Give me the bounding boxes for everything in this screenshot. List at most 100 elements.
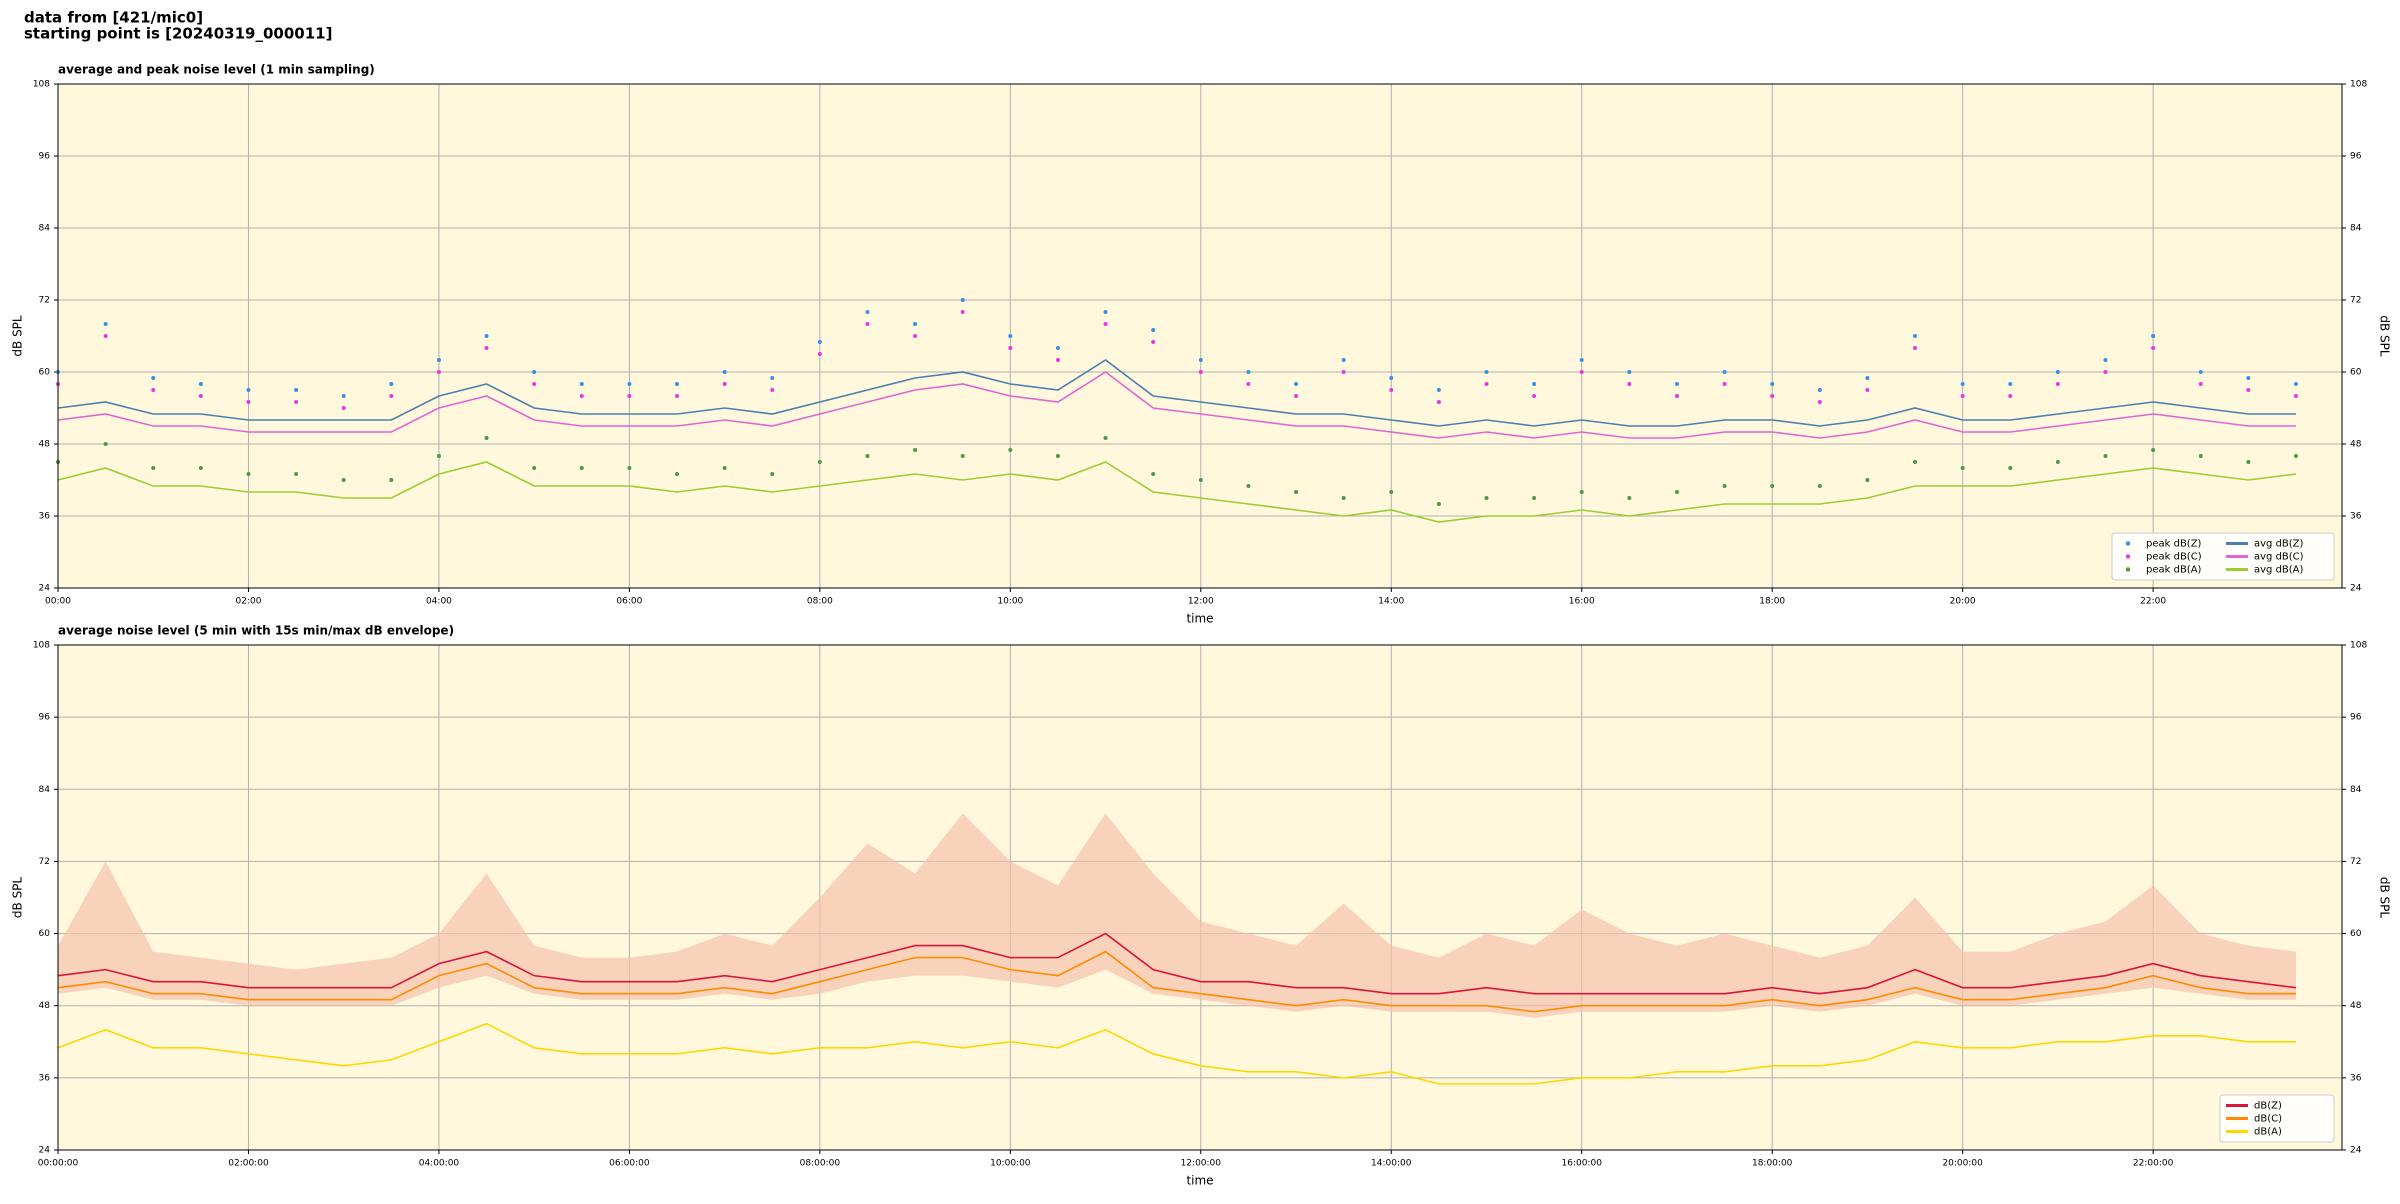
- peak-point: [2246, 388, 2251, 392]
- x-tick-label: 12:00:00: [1181, 1159, 1222, 1169]
- peak-point: [151, 466, 156, 470]
- legend-label: avg dB(C): [2254, 552, 2304, 563]
- peak-point: [1674, 394, 1679, 398]
- x-tick-label: 06:00: [616, 597, 642, 607]
- x-tick-label: 20:00:00: [1942, 1159, 1983, 1169]
- peak-point: [1246, 484, 1251, 488]
- x-tick-label: 20:00: [1950, 597, 1976, 607]
- x-tick-label: 02:00: [235, 597, 261, 607]
- peak-point: [1674, 382, 1679, 386]
- peak-point: [1008, 346, 1013, 350]
- peak-point: [2103, 454, 2108, 458]
- peak-point: [627, 466, 632, 470]
- legend-marker: [2125, 554, 2131, 559]
- peak-point: [770, 472, 775, 476]
- x-tick-label: 04:00: [426, 597, 452, 607]
- peak-point: [389, 478, 394, 482]
- legend-label: peak dB(A): [2146, 565, 2202, 576]
- peak-point: [2198, 454, 2203, 458]
- peak-point: [1008, 334, 1013, 338]
- peak-point: [1532, 496, 1537, 500]
- peak-point: [579, 382, 584, 386]
- peak-point: [1674, 490, 1679, 494]
- peak-point: [1103, 322, 1108, 326]
- y-tick-label: 96: [2350, 152, 2362, 162]
- y-tick-label: 96: [39, 152, 51, 162]
- peak-point: [1198, 370, 1203, 374]
- x-tick-label: 04:00:00: [419, 1159, 460, 1169]
- x-tick-label: 22:00: [2140, 597, 2166, 607]
- peak-point: [1817, 400, 1822, 404]
- peak-point: [1389, 490, 1394, 494]
- series-line: [57, 932, 2297, 995]
- peak-point: [579, 394, 584, 398]
- peak-point: [722, 466, 727, 470]
- legend-label: avg dB(A): [2254, 565, 2304, 576]
- peak-point: [2198, 382, 2203, 386]
- peak-point: [2246, 460, 2251, 464]
- y-tick-label: 72: [39, 296, 50, 306]
- peak-point: [1198, 358, 1203, 362]
- series-line: [57, 371, 2296, 439]
- peak-point: [484, 334, 489, 338]
- peak-point: [1436, 400, 1441, 404]
- peak-point: [1484, 496, 1489, 500]
- y-tick-label: 48: [2350, 440, 2362, 450]
- peak-point: [865, 310, 870, 314]
- peak-point: [1627, 496, 1632, 500]
- x-tick-label: 02:00:00: [228, 1159, 269, 1169]
- y-axis-label: dB SPL: [11, 315, 25, 357]
- y-tick-label: 48: [39, 1001, 51, 1011]
- y-tick-label: 36: [39, 512, 51, 522]
- x-tick-label: 16:00:00: [1562, 1159, 1603, 1169]
- peak-point: [436, 358, 441, 362]
- peak-point: [1484, 382, 1489, 386]
- peak-point: [1770, 394, 1775, 398]
- peak-point: [1389, 388, 1394, 392]
- peak-point: [294, 400, 299, 404]
- x-axis-label: time: [1186, 612, 1213, 626]
- peak-point: [675, 382, 680, 386]
- header-line: starting point is [20240319_000011]: [24, 25, 332, 43]
- series-line: [57, 950, 2296, 1013]
- y-tick-label: 48: [2350, 1001, 2362, 1011]
- x-tick-label: 08:00: [807, 597, 833, 607]
- y-tick-label: 108: [33, 80, 50, 90]
- legend-marker: [2125, 541, 2131, 546]
- x-tick-label: 14:00:00: [1371, 1159, 1412, 1169]
- peak-point: [2293, 382, 2298, 386]
- peak-point: [532, 382, 537, 386]
- peak-point: [913, 322, 918, 326]
- peak-point: [1913, 334, 1918, 338]
- peak-point: [1770, 484, 1775, 488]
- peak-point: [198, 394, 203, 398]
- peak-point: [2198, 370, 2203, 374]
- y-axis-label: dB SPL: [11, 877, 25, 919]
- y-tick-label: 36: [2350, 1073, 2362, 1083]
- plot-background: [58, 84, 2342, 588]
- peak-point: [1341, 496, 1346, 500]
- x-tick-label: 10:00:00: [990, 1159, 1031, 1169]
- peak-point: [770, 376, 775, 380]
- y-tick-label: 108: [2350, 80, 2367, 90]
- y-tick-label: 84: [39, 224, 51, 234]
- peak-point: [865, 322, 870, 326]
- header-line: data from [421/mic0]: [24, 9, 203, 27]
- peak-point: [1579, 370, 1584, 374]
- peak-point: [1960, 394, 1965, 398]
- peak-point: [1913, 346, 1918, 350]
- envelope-area: [58, 813, 2296, 1018]
- peak-point: [1960, 466, 1965, 470]
- peak-point: [1913, 460, 1918, 464]
- peak-point: [1627, 382, 1632, 386]
- peak-point: [532, 466, 537, 470]
- peak-point: [1865, 478, 1870, 482]
- y-tick-label: 60: [2350, 929, 2362, 939]
- y-tick-label: 84: [2350, 785, 2362, 795]
- peak-point: [1294, 490, 1299, 494]
- peak-point: [1532, 394, 1537, 398]
- y-axis-label: dB SPL: [2378, 877, 2392, 919]
- peak-point: [960, 454, 965, 458]
- peak-point: [1436, 502, 1441, 506]
- peak-point: [913, 334, 918, 338]
